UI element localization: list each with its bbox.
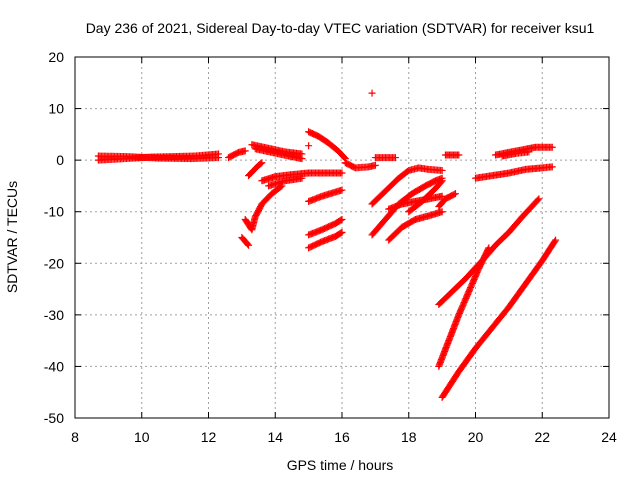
y-tick-label: -10 [44,204,64,220]
data-point [438,166,446,174]
series-arc-f [305,128,349,163]
data-point [338,169,346,177]
data-points [94,89,560,401]
data-point [244,240,252,248]
data-point [485,244,493,252]
series-arc-s [435,244,493,370]
data-point [438,208,446,216]
data-point [257,160,265,168]
data-point [535,195,543,203]
series-arc-c [248,141,306,163]
data-point [371,161,379,169]
data-point [340,154,348,162]
chart-title: Day 236 of 2021, Sidereal Day-to-day VTE… [86,20,595,36]
data-point [552,236,560,244]
data-point [298,174,306,182]
series-arc-o [441,151,463,159]
data-point [338,228,346,236]
x-axis-title: GPS time / hours [287,457,394,473]
data-point [337,229,345,237]
data-point [337,216,345,224]
y-tick-label: -50 [44,410,64,426]
series-arc-i [368,89,376,97]
series-arc-j [371,154,399,162]
axes: 8 10 12 14 16 18 20 22 24 -50 -40 -30 -20 -10 0 10 20 [44,49,617,445]
x-tick-label: 10 [134,429,150,445]
x-tick-label: 24 [601,429,617,445]
x-tick-label: 20 [468,429,484,445]
x-tick-label: 14 [267,429,283,445]
data-point [338,186,346,194]
series-arc-b [225,147,249,162]
data-point [484,245,492,253]
data-point [241,147,249,155]
data-point [548,143,556,151]
data-point [298,155,306,163]
data-point [438,177,446,185]
x-tick-label: 8 [71,429,79,445]
series-arc-t [438,236,560,401]
y-tick-label: 10 [48,101,64,117]
data-point [455,151,463,159]
data-point [305,142,313,150]
data-point [548,163,556,171]
x-tick-label: 12 [201,429,217,445]
data-point [215,154,223,162]
x-tick-label: 22 [534,429,550,445]
data-point [525,148,533,156]
x-tick-label: 18 [401,429,417,445]
data-point [450,190,458,198]
series-arc-q [492,143,556,160]
y-tick-label: 0 [56,152,64,168]
y-tick-label: -40 [44,358,64,374]
y-axis-title: SDTVAR / TECUs [4,181,20,293]
y-tick-label: -20 [44,255,64,271]
data-point [338,215,346,223]
data-point [391,154,399,162]
series-arc-p [472,163,556,182]
series-arc-a [94,150,223,164]
x-tick-label: 16 [334,429,350,445]
series-arc-g [305,186,346,252]
series-arc-m [405,177,446,216]
data-point [258,159,266,167]
series-arc-e [258,169,346,190]
data-point [368,89,376,97]
data-point [534,196,542,204]
series-arc-h [341,159,379,172]
grid [75,57,609,418]
series-arc-n [435,190,459,211]
data-point [551,237,559,245]
data-point [451,190,459,198]
y-tick-label: -30 [44,307,64,323]
data-point [437,178,445,186]
y-tick-label: 20 [48,49,64,65]
data-point [245,241,253,249]
series-arc-k [368,164,446,239]
series-arc-d [238,159,286,249]
